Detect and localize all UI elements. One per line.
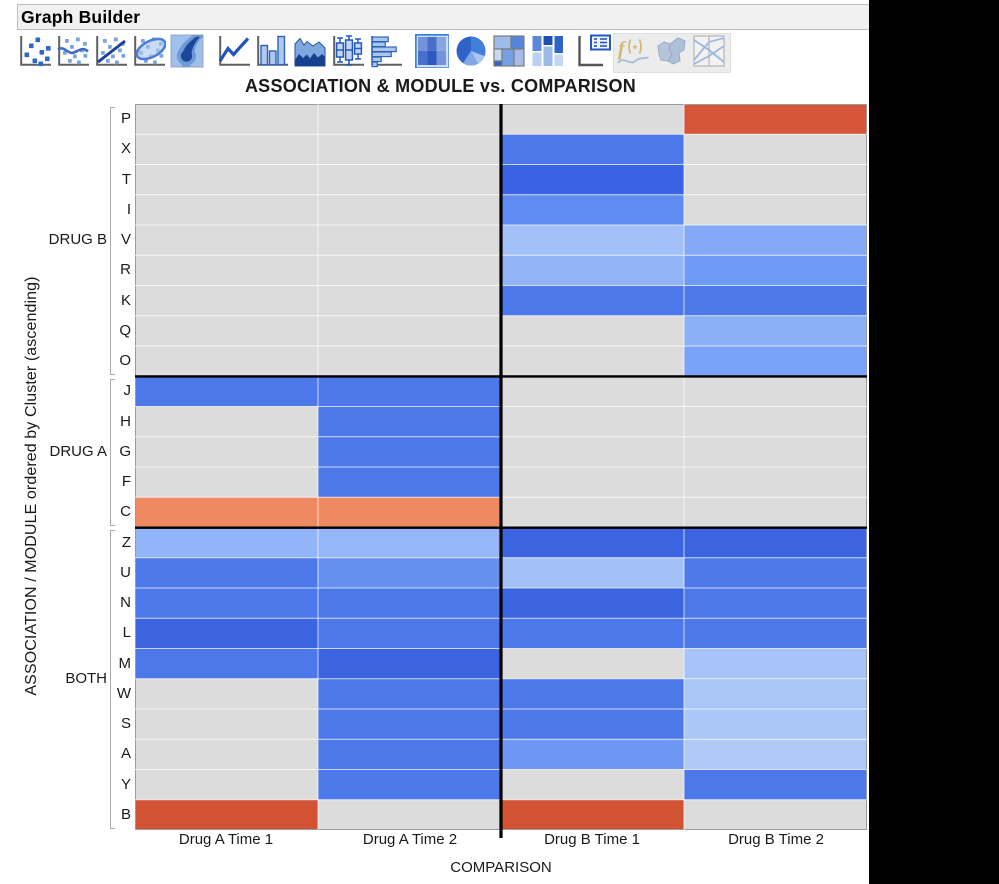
svg-text:f: f	[618, 38, 627, 60]
